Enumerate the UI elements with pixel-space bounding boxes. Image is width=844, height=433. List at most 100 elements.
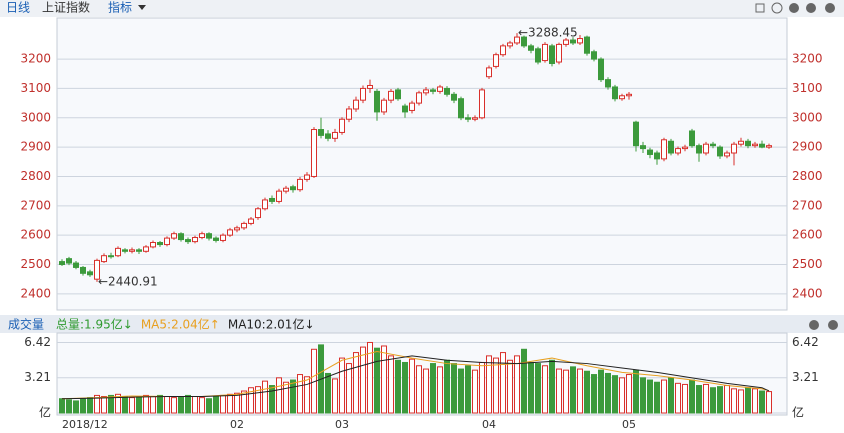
- candle-body: [500, 45, 506, 56]
- candle-body: [766, 145, 772, 148]
- volume-bar: [465, 365, 471, 414]
- candle-body: [556, 43, 562, 63]
- candle-body: [255, 208, 261, 219]
- candle-body: [311, 129, 317, 177]
- candle-body: [731, 143, 737, 154]
- volume-bar: [115, 393, 121, 414]
- dropdown-icon[interactable]: [138, 5, 146, 10]
- candle-body: [633, 121, 639, 147]
- zoom-out-icon[interactable]: [806, 3, 816, 13]
- candle-body: [507, 42, 513, 47]
- volume-bar: [423, 368, 429, 414]
- volume-bar: [101, 396, 107, 414]
- candle-body: [738, 140, 744, 145]
- candle-body: [304, 174, 310, 180]
- volume-bar: [353, 352, 359, 414]
- volume-bar: [759, 390, 765, 414]
- candle-body: [332, 131, 338, 139]
- candle-body: [654, 152, 660, 160]
- volume-bar: [549, 359, 555, 414]
- volume-bar: [283, 381, 289, 414]
- volume-bar: [381, 345, 387, 414]
- volume-bar: [668, 377, 674, 414]
- candle-body: [521, 36, 527, 47]
- volume-bar: [227, 393, 233, 414]
- volume-bar: [234, 392, 240, 414]
- candle-body: [248, 218, 254, 224]
- volume-bar: [171, 397, 177, 414]
- candle-body: [605, 79, 611, 88]
- candle-body: [444, 87, 450, 95]
- candle-body: [339, 118, 345, 133]
- candle-body: [122, 249, 128, 252]
- candle-body: [535, 48, 541, 63]
- candle-body: [220, 234, 226, 241]
- volume-bar: [276, 377, 282, 414]
- volume-bar: [647, 379, 653, 414]
- volume-bar: [73, 400, 79, 414]
- y-tick-label-right: 亿: [792, 405, 804, 420]
- volume-bar: [738, 389, 744, 414]
- volume-bar: [689, 379, 695, 414]
- candle-body: [577, 38, 583, 44]
- candle-body: [269, 197, 275, 202]
- volume-bar: [682, 383, 688, 414]
- volume-bar: [346, 363, 352, 414]
- candle-body: [584, 36, 590, 54]
- volume-bar: [80, 398, 86, 414]
- volume-bar: [451, 363, 457, 414]
- candle-body: [164, 237, 170, 246]
- volume-bar: [416, 365, 422, 414]
- candle-body: [318, 129, 324, 136]
- volume-bar: [500, 352, 506, 414]
- close-icon[interactable]: [809, 320, 819, 330]
- x-tick-label: 2018/12: [62, 418, 108, 431]
- candle-body: [675, 148, 681, 154]
- y-tick-label: 2400: [20, 286, 51, 300]
- candle-body: [626, 93, 632, 97]
- indicator-menu[interactable]: 指标: [108, 0, 132, 15]
- candle-body: [703, 143, 709, 154]
- volume-bar: [696, 385, 702, 414]
- volume-bar: [612, 375, 618, 414]
- candle-body: [724, 152, 730, 157]
- period-tab[interactable]: 日线: [6, 1, 30, 15]
- candle-body: [388, 90, 394, 101]
- lock-icon[interactable]: [755, 3, 765, 13]
- volume-bar: [213, 396, 219, 414]
- y-tick-label-right: 2600: [792, 228, 823, 242]
- volume-bar: [388, 355, 394, 414]
- refresh-icon[interactable]: [771, 2, 783, 14]
- x-tick-label: 04: [482, 418, 496, 431]
- candle-body: [115, 247, 121, 257]
- volume-bar: [535, 363, 541, 414]
- candle-body: [143, 246, 149, 252]
- volume-bar: [654, 381, 660, 414]
- settings-icon[interactable]: [828, 320, 838, 330]
- candle-body: [171, 233, 177, 239]
- y-tick-label-right: 2500: [792, 257, 823, 271]
- candle-body: [227, 229, 233, 236]
- volume-bar: [542, 365, 548, 414]
- volume-title: 成交量: [8, 317, 44, 332]
- volume-bar: [360, 346, 366, 414]
- y-tick-label: 3200: [20, 52, 51, 66]
- settings-icon[interactable]: [825, 3, 835, 13]
- candle-body: [87, 271, 93, 276]
- volume-bar: [178, 396, 184, 414]
- low-annotation: ←2440.91: [98, 274, 158, 288]
- y-tick-label: 2500: [20, 257, 51, 271]
- candle-body: [409, 102, 415, 111]
- index-name: 上证指数: [42, 0, 90, 15]
- zoom-in-icon[interactable]: [789, 3, 799, 13]
- volume-bar: [745, 387, 751, 414]
- candle-body: [465, 117, 471, 120]
- candle-body: [493, 54, 499, 67]
- volume-bar: [472, 369, 478, 414]
- y-tick-label-right: 2700: [792, 198, 823, 212]
- volume-bar: [486, 355, 492, 414]
- candle-body: [486, 67, 492, 78]
- y-tick-label: 2700: [20, 198, 51, 212]
- candle-body: [129, 249, 135, 252]
